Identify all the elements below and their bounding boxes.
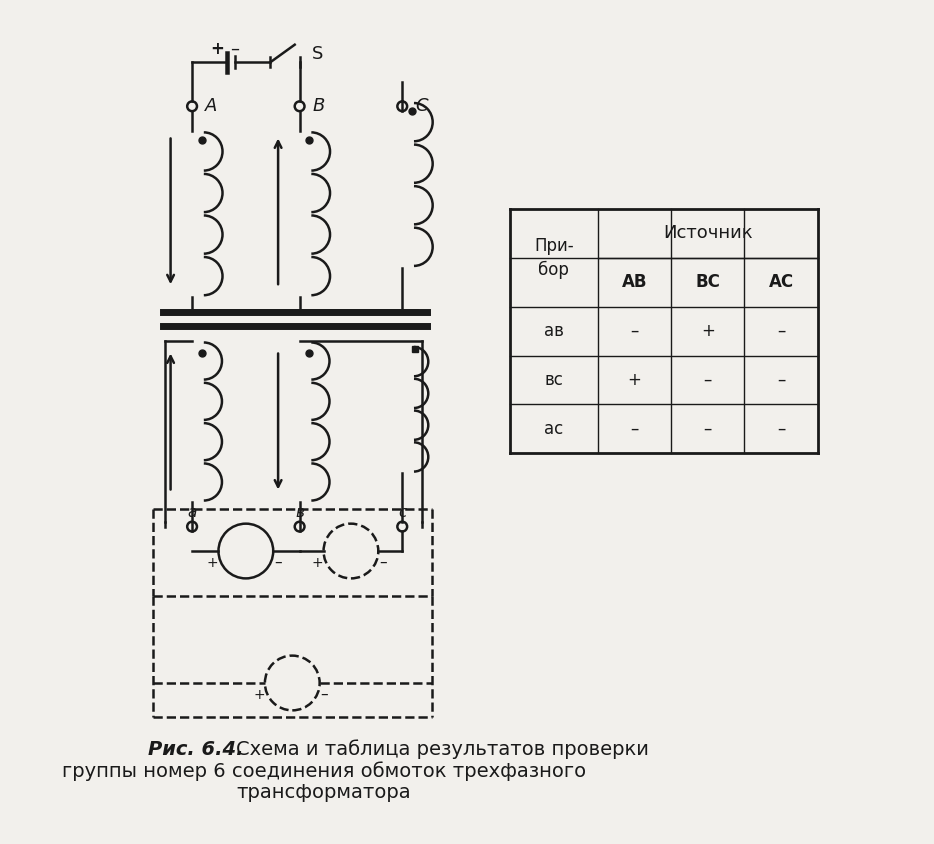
Text: группы номер 6 соединения обмоток трехфазного: группы номер 6 соединения обмоток трехфа… bbox=[62, 761, 587, 781]
Text: +: + bbox=[253, 688, 265, 701]
Text: АВ: АВ bbox=[622, 273, 647, 291]
Text: вс: вс bbox=[545, 371, 563, 389]
Text: A: A bbox=[205, 97, 218, 116]
Text: +: + bbox=[700, 322, 715, 340]
Text: –: – bbox=[379, 555, 387, 571]
Text: –: – bbox=[777, 371, 785, 389]
Text: При-
бор: При- бор bbox=[534, 237, 573, 279]
Text: трансформатора: трансформатора bbox=[236, 783, 411, 802]
Text: S: S bbox=[312, 46, 323, 63]
Text: ВС: ВС bbox=[695, 273, 720, 291]
Text: C: C bbox=[415, 97, 428, 116]
Text: –: – bbox=[777, 322, 785, 340]
Text: с: с bbox=[398, 506, 406, 521]
Text: ав: ав bbox=[544, 322, 564, 340]
Text: B: B bbox=[312, 97, 325, 116]
Text: –: – bbox=[777, 419, 785, 438]
Text: в: в bbox=[295, 506, 304, 521]
Text: +: + bbox=[628, 371, 642, 389]
Text: –: – bbox=[630, 419, 639, 438]
Text: –: – bbox=[320, 687, 329, 702]
Text: Источник: Источник bbox=[663, 225, 753, 242]
Text: Рис. 6.4.: Рис. 6.4. bbox=[149, 740, 244, 759]
Text: –: – bbox=[630, 322, 639, 340]
Text: АС: АС bbox=[769, 273, 794, 291]
Text: –: – bbox=[703, 419, 712, 438]
Text: –: – bbox=[231, 40, 240, 57]
Text: Схема и таблица результатов проверки: Схема и таблица результатов проверки bbox=[236, 739, 649, 760]
Text: –: – bbox=[275, 555, 282, 571]
Text: +: + bbox=[210, 40, 224, 57]
Text: –: – bbox=[703, 371, 712, 389]
Text: ас: ас bbox=[545, 419, 563, 438]
Text: a: a bbox=[188, 506, 197, 521]
Text: +: + bbox=[206, 555, 219, 570]
Text: +: + bbox=[312, 555, 323, 570]
